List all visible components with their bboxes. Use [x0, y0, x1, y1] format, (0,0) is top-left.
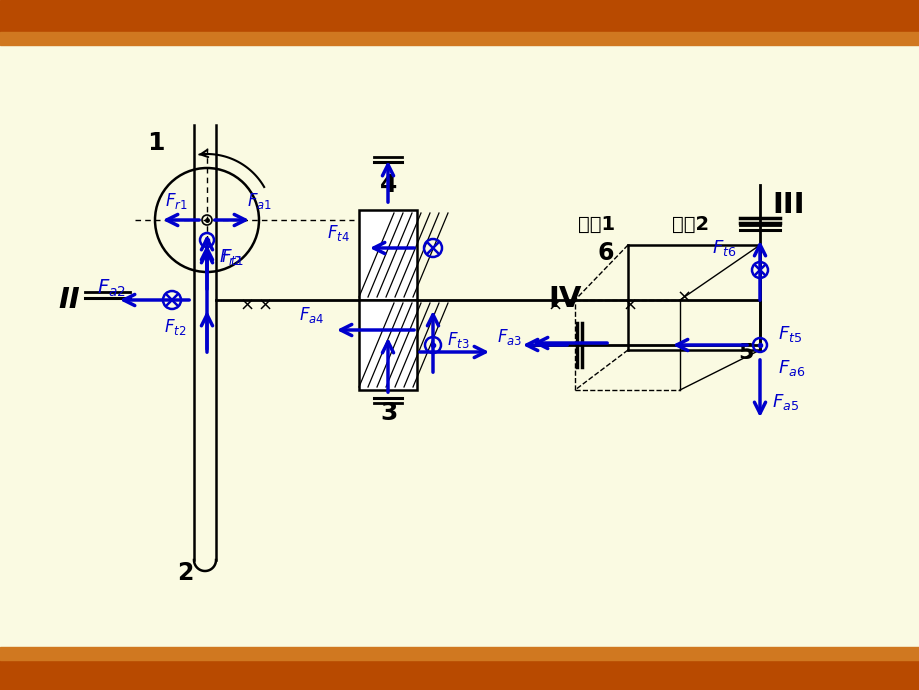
Bar — [358, 300, 416, 390]
Text: $F_{a6}$: $F_{a6}$ — [777, 358, 804, 378]
Bar — [0, 647, 919, 660]
Text: ×: × — [547, 297, 562, 315]
Text: $F_{t6}$: $F_{t6}$ — [711, 238, 736, 258]
Text: $F_{t4}$: $F_{t4}$ — [326, 223, 349, 243]
Text: $F_{t2}$: $F_{t2}$ — [164, 317, 187, 337]
Text: 位置2: 位置2 — [671, 215, 709, 234]
Bar — [0, 44, 919, 647]
Text: II: II — [58, 286, 80, 314]
Text: 6: 6 — [597, 241, 614, 265]
Bar — [0, 32, 919, 45]
Bar — [0, 0, 919, 32]
Text: $F_{t5}$: $F_{t5}$ — [777, 324, 801, 344]
Text: $F_{t3}$: $F_{t3}$ — [447, 330, 469, 350]
Text: III: III — [771, 191, 804, 219]
Text: 1: 1 — [147, 131, 165, 155]
Bar — [0, 660, 919, 690]
Text: $F_{a3}$: $F_{a3}$ — [496, 327, 522, 347]
Text: 4: 4 — [380, 173, 397, 197]
Text: $F_{a2}$: $F_{a2}$ — [96, 278, 126, 299]
Text: $F_{a4}$: $F_{a4}$ — [299, 305, 324, 325]
Text: $F_{a5}$: $F_{a5}$ — [771, 392, 799, 412]
Text: $F_{t1}$: $F_{t1}$ — [221, 247, 244, 267]
Text: ×: × — [257, 297, 272, 315]
Text: 位置1: 位置1 — [577, 215, 615, 234]
Text: IV: IV — [548, 285, 581, 313]
Text: ×: × — [622, 297, 637, 315]
Text: 2: 2 — [176, 561, 193, 585]
Text: $F_{r1}$: $F_{r1}$ — [165, 191, 187, 211]
Text: ×: × — [675, 289, 691, 307]
Text: 3: 3 — [380, 401, 397, 425]
Text: $F_{a1}$: $F_{a1}$ — [246, 191, 272, 211]
Text: 5: 5 — [737, 343, 753, 363]
Text: ×: × — [239, 297, 255, 315]
Bar — [358, 210, 416, 300]
Text: $F_{r2}$: $F_{r2}$ — [219, 247, 242, 267]
